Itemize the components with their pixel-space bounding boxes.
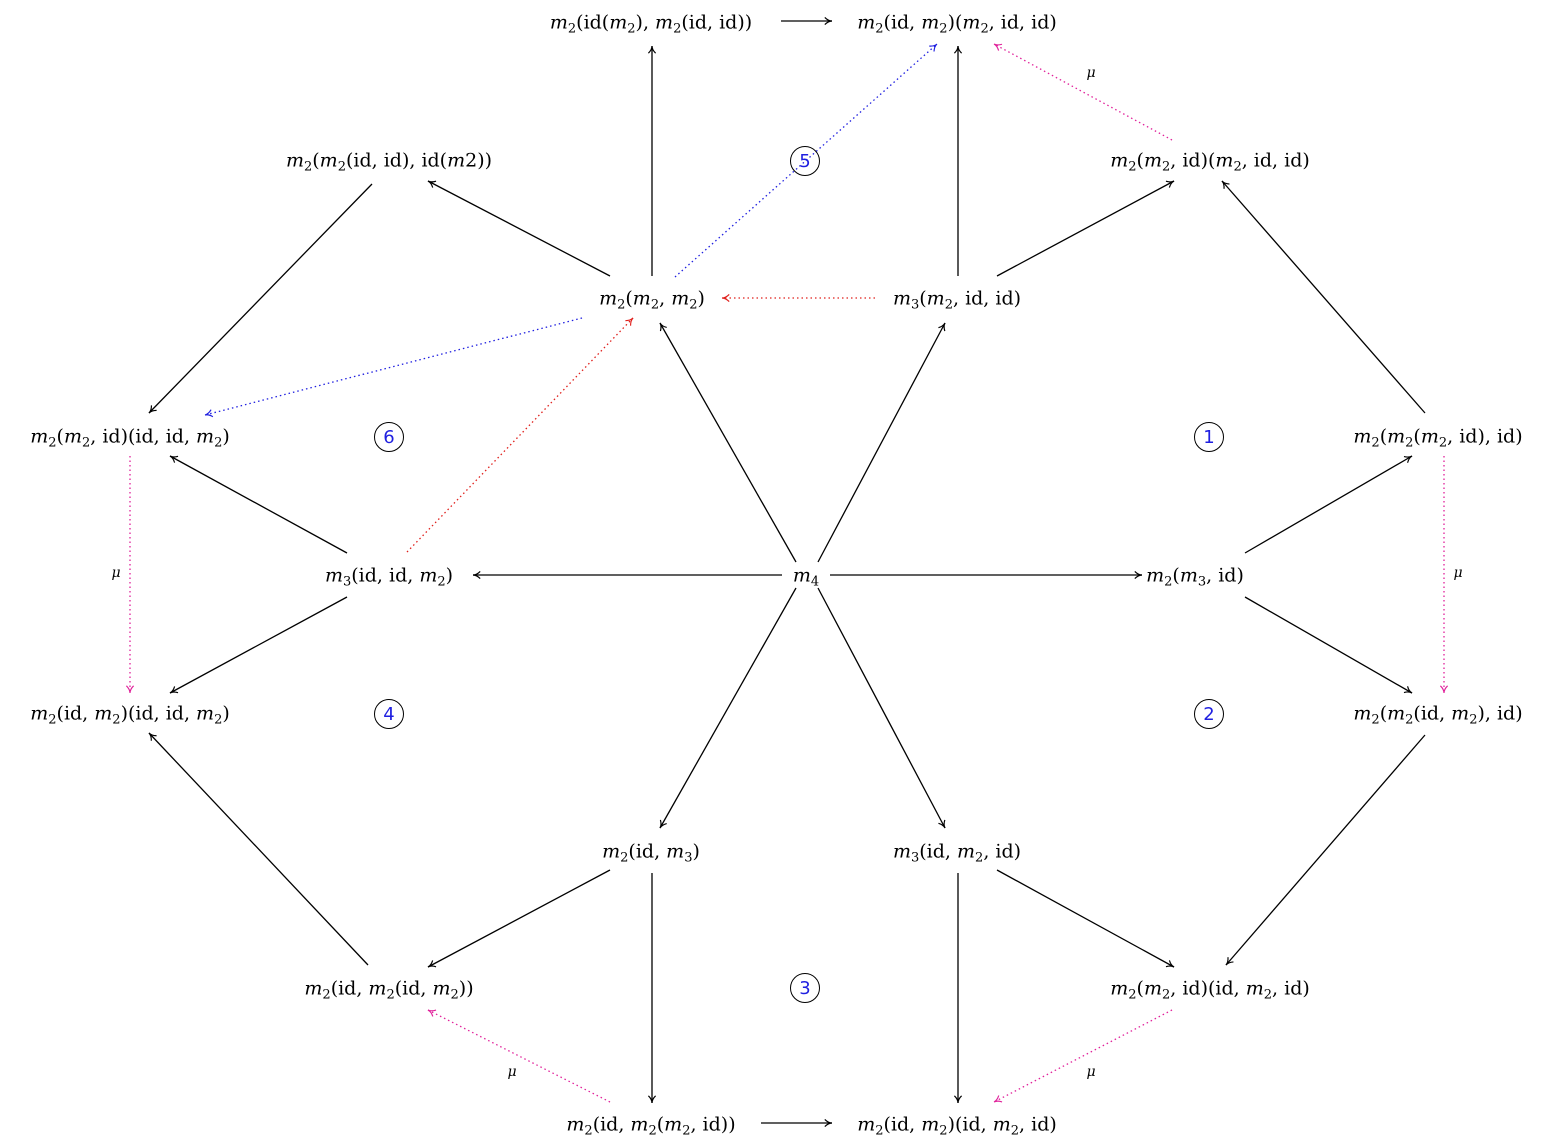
arrow-lower-left-to-left-bottom (148, 732, 369, 966)
arrow-m2m2m2-to-upper-left (427, 180, 611, 277)
node-bottom-right: m2(id, m2)(id, m2, id) (857, 1113, 1057, 1139)
arrow-m4-to-m3idm2id (817, 587, 946, 829)
cell-label-2: 2 (1194, 699, 1224, 729)
node-m2-m3-id: m2(m3, id) (1146, 564, 1244, 590)
node-right-bottom: m2(m2(id, m2), id) (1353, 702, 1523, 728)
mu-label-bottom-right: μ (1086, 1064, 1096, 1080)
node-m3-id-id-m2: m3(id, id, m2) (324, 564, 454, 590)
arrow-right-bottom-to-lower-right (1225, 734, 1426, 966)
arrow-m4-to-m3m2idid (817, 322, 946, 563)
cell-label-6: 6 (374, 422, 404, 452)
arrow-upper-left-to-left-top (148, 183, 373, 414)
mu-arrow-upper-right-to-top-right (993, 43, 1173, 141)
cell-label-1: 1 (1194, 422, 1224, 452)
arrow-m4-to-m2idm3 (659, 587, 797, 829)
mu-label-left: μ (111, 565, 121, 581)
node-top-right: m2(id, m2)(m2, id, id) (857, 11, 1057, 37)
cell-label-3: 3 (790, 973, 820, 1003)
node-top-left: m2(id(m2), m2(id, id)) (549, 11, 753, 37)
arrow-m2m3id-to-right-top (1244, 455, 1413, 554)
arrow-m3ididm2-to-left-top (169, 455, 348, 554)
node-bottom-left: m2(id, m2(m2, id)) (566, 1113, 736, 1139)
node-left-top: m2(m2, id)(id, id, m2) (30, 425, 230, 451)
node-lower-left: m2(id, m2(id, m2)) (304, 977, 474, 1003)
arrow-m2idm3-to-lower-left (427, 869, 611, 968)
arrow-m4-to-m2m2m2 (659, 322, 797, 563)
node-lower-right: m2(m2, id)(id, m2, id) (1110, 977, 1310, 1003)
node-m2-id-m3: m2(id, m3) (602, 840, 700, 866)
node-upper-left: m2(m2(id, id), id(m2)) (285, 149, 493, 175)
blue-arrow-m2m2m2-to-left-top (204, 317, 583, 418)
arrow-m3ididm2-to-left-bottom (169, 596, 348, 694)
arrow-right-top-to-upper-right (1221, 180, 1426, 414)
node-right-top: m2(m2(m2, id), id) (1353, 425, 1523, 451)
red-arrow-m3ididm2-to-m2m2m2 (406, 317, 634, 553)
node-m2-m2-m2: m2(m2, m2) (599, 287, 705, 313)
mu-label-top-right: μ (1086, 65, 1096, 81)
node-upper-right: m2(m2, id)(m2, id, id) (1110, 149, 1310, 175)
arrow-m3idm2id-to-lower-right (996, 869, 1175, 968)
arrow-m2m3id-to-right-bottom (1244, 596, 1413, 694)
mu-label-bottom-left: μ (507, 1064, 517, 1080)
node-left-bottom: m2(id, m2)(id, id, m2) (30, 702, 230, 728)
cell-label-4: 4 (374, 699, 404, 729)
mu-arrow-lower-right-to-bottom-right (993, 1009, 1173, 1103)
node-m3-m2-id-id: m3(m2, id, id) (892, 287, 1022, 313)
mu-arrow-bottom-left-to-lower-left (427, 1009, 611, 1103)
mu-label-right: μ (1453, 565, 1463, 581)
cell-label-5: 5 (790, 146, 820, 176)
node-m4: m4 (792, 564, 820, 590)
arrow-m3m2idid-to-upper-right (996, 180, 1175, 277)
node-m3-id-m2-id: m3(id, m2, id) (892, 840, 1022, 866)
